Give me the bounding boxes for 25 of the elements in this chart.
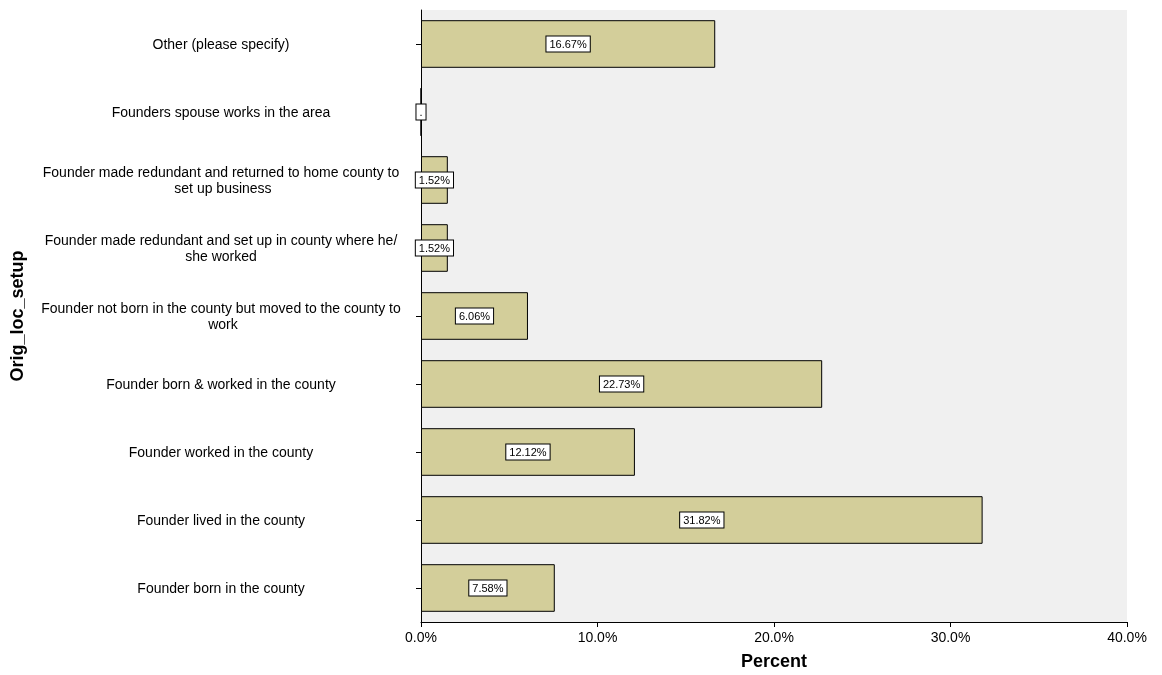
x-tick-label: 20.0% <box>754 629 794 645</box>
x-axis-title: Percent <box>740 651 808 671</box>
y-tick-label: Founder made redundant and set up in county where he/she worked <box>44 232 398 264</box>
y-tick-label: Founder born in the county <box>137 580 305 596</box>
data-label: 1.52% <box>418 242 451 254</box>
data-label: . <box>419 106 423 118</box>
y-tick-label: Other (please specify) <box>152 36 290 52</box>
x-tick-label: 30.0% <box>930 629 971 645</box>
data-label: 22.73% <box>602 378 641 390</box>
data-label: 1.52% <box>418 174 451 186</box>
data-label: 31.82% <box>683 514 721 526</box>
y-tick-label: Founder worked in the county <box>128 444 314 460</box>
x-tick-label: 0.0% <box>405 629 437 645</box>
y-tick-label: Founder born & worked in the county <box>106 376 336 392</box>
data-label: 16.67% <box>549 38 587 50</box>
y-tick-label: Founder not born in the county but moved to the county to work <box>41 300 401 332</box>
y-tick-label: Founder lived in the county <box>136 512 306 528</box>
data-label: 6.06% <box>458 310 491 322</box>
x-tick-label: 40.0% <box>1107 629 1147 645</box>
data-label: 12.12% <box>509 446 547 458</box>
y-tick-label: Founders spouse works in the area <box>111 104 331 120</box>
y-tick-label: Founder made redundant and returned to home county to set up business <box>42 164 400 196</box>
x-tick-label: 10.0% <box>577 629 618 645</box>
y-axis-title: Orig_loc_setup <box>7 250 27 382</box>
data-label: 7.58% <box>472 582 504 594</box>
